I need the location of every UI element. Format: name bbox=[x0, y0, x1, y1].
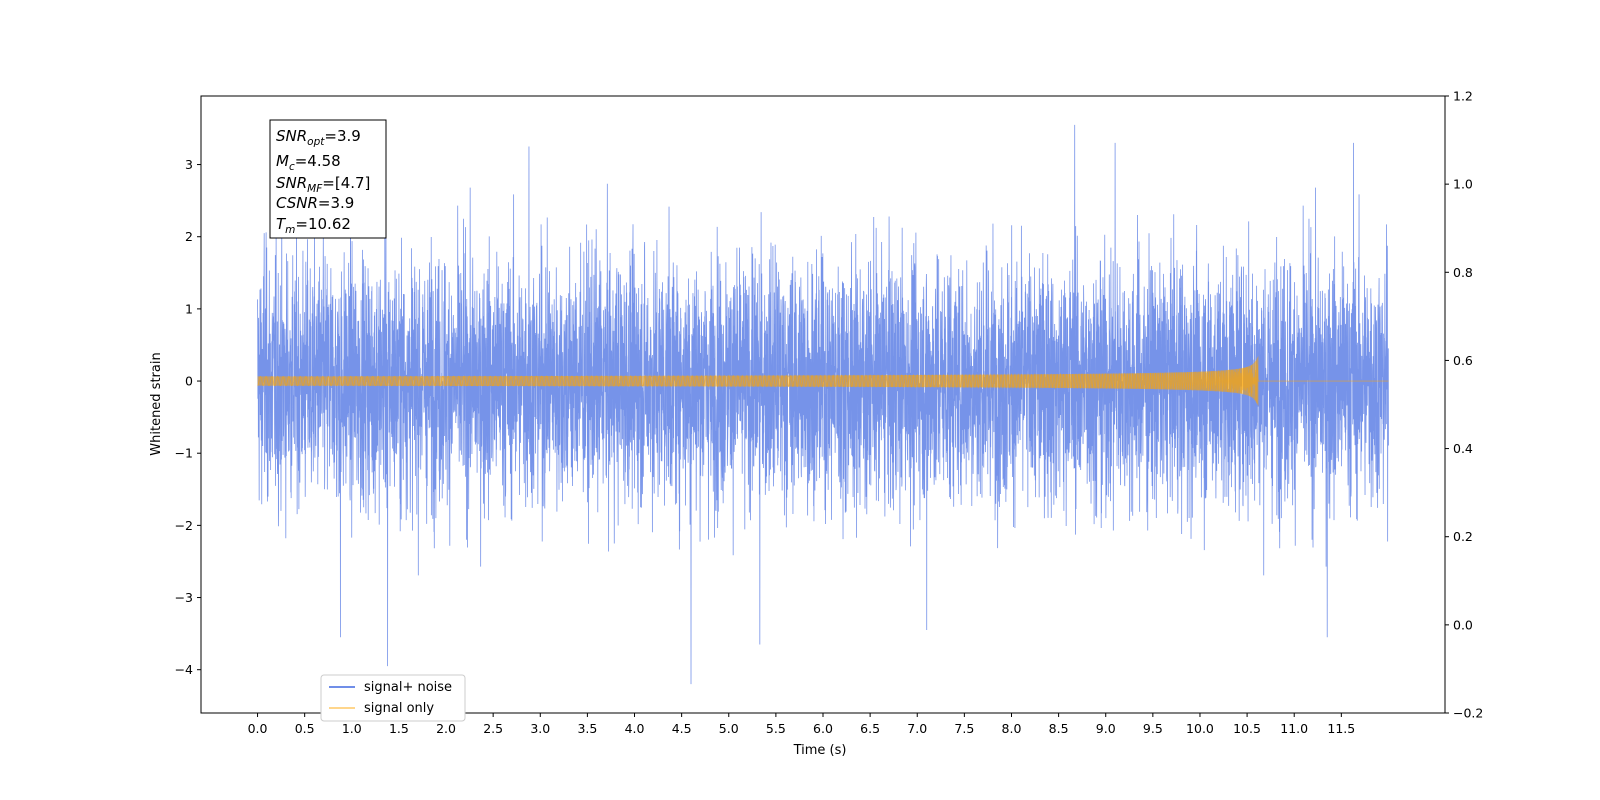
y2-tick-label: 0.4 bbox=[1453, 441, 1473, 456]
x-tick-label: 9.0 bbox=[1096, 721, 1116, 736]
annotation-snr-mf: SNRMF=[4.7] bbox=[276, 174, 370, 195]
x-tick-label: 10.0 bbox=[1186, 721, 1214, 736]
y-tick-label: −2 bbox=[175, 518, 193, 533]
x-tick-label: 3.5 bbox=[577, 721, 597, 736]
annotation-snr-opt: SNRopt=3.9 bbox=[276, 127, 361, 148]
x-tick-label: 1.0 bbox=[342, 721, 362, 736]
y-tick-label: −3 bbox=[175, 590, 193, 605]
x-tick-label: 11.5 bbox=[1327, 721, 1355, 736]
x-axis-label: Time (s) bbox=[793, 743, 847, 758]
y2-tick-label: 0.8 bbox=[1453, 265, 1473, 280]
signal-plus-noise-line bbox=[257, 124, 1389, 685]
y2-tick-label: 1.0 bbox=[1453, 177, 1473, 192]
x-tick-label: 6.0 bbox=[813, 721, 833, 736]
x-tick-label: 9.5 bbox=[1143, 721, 1163, 736]
legend-label-noise: signal+ noise bbox=[364, 680, 452, 695]
x-tick-label: 4.5 bbox=[672, 721, 692, 736]
x-tick-label: 5.0 bbox=[719, 721, 739, 736]
signal-only-envelope bbox=[257, 355, 1259, 407]
y-tick-label: 3 bbox=[185, 157, 193, 172]
legend-label-signal: signal only bbox=[364, 701, 434, 716]
annotation-tm: Tm=10.62 bbox=[276, 215, 351, 236]
x-tick-label: 8.5 bbox=[1049, 721, 1069, 736]
y-tick-label: −4 bbox=[175, 662, 193, 677]
y2-tick-label: 0.6 bbox=[1453, 353, 1473, 368]
annotation-box: SNRopt=3.9 Mc=4.58 SNRMF=[4.7] CSNR=3.9 … bbox=[269, 119, 387, 239]
x-tick-label: 11.0 bbox=[1280, 721, 1308, 736]
annotation-csnr: CSNR=3.9 bbox=[276, 194, 354, 212]
y2-tick-label: 0.0 bbox=[1453, 617, 1473, 632]
legend-frame bbox=[320, 674, 466, 722]
x-tick-label: 0.5 bbox=[295, 721, 315, 736]
y2-tick-label: 1.2 bbox=[1453, 89, 1473, 104]
y-tick-label: 0 bbox=[185, 374, 193, 389]
x-tick-label: 4.0 bbox=[625, 721, 645, 736]
signal-only-trace bbox=[257, 361, 1389, 404]
x-axis: 0.0 0.5 1.0 1.5 2.0 2.5 3.0 3.5 4.0 4.5 5.0 5.5 6.0 6… bbox=[248, 713, 1355, 736]
y-tick-label: 2 bbox=[185, 229, 193, 244]
signal-plus-noise-trace bbox=[257, 124, 1389, 685]
y-axis-left: −4 −3 −2 −1 0 1 2 3 bbox=[175, 157, 201, 677]
x-tick-label: 1.5 bbox=[389, 721, 409, 736]
y-axis-label: Whitened strain bbox=[149, 352, 164, 455]
y2-tick-label: −0.2 bbox=[1453, 706, 1483, 721]
y2-tick-label: 0.2 bbox=[1453, 529, 1473, 544]
x-tick-label: 2.5 bbox=[483, 721, 503, 736]
y-tick-label: −1 bbox=[175, 446, 193, 461]
x-tick-label: 5.5 bbox=[766, 721, 786, 736]
x-tick-label: 7.0 bbox=[907, 721, 927, 736]
legend: signal+ noise signal only bbox=[320, 674, 466, 722]
x-tick-label: 6.5 bbox=[860, 721, 880, 736]
signal-only-line bbox=[257, 355, 1389, 407]
x-tick-label: 7.5 bbox=[954, 721, 974, 736]
x-tick-label: 2.0 bbox=[436, 721, 456, 736]
x-tick-label: 10.5 bbox=[1233, 721, 1261, 736]
annotation-mc: Mc=4.58 bbox=[276, 152, 341, 173]
x-tick-label: 3.0 bbox=[530, 721, 550, 736]
x-tick-label: 8.0 bbox=[1002, 721, 1022, 736]
y-axis-right: −0.2 0.0 0.2 0.4 0.6 0.8 1.0 1.2 bbox=[1445, 89, 1483, 721]
plot-area bbox=[257, 124, 1389, 685]
x-tick-label: 0.0 bbox=[248, 721, 268, 736]
y-tick-label: 1 bbox=[185, 301, 193, 316]
annotation-frame bbox=[269, 119, 387, 239]
